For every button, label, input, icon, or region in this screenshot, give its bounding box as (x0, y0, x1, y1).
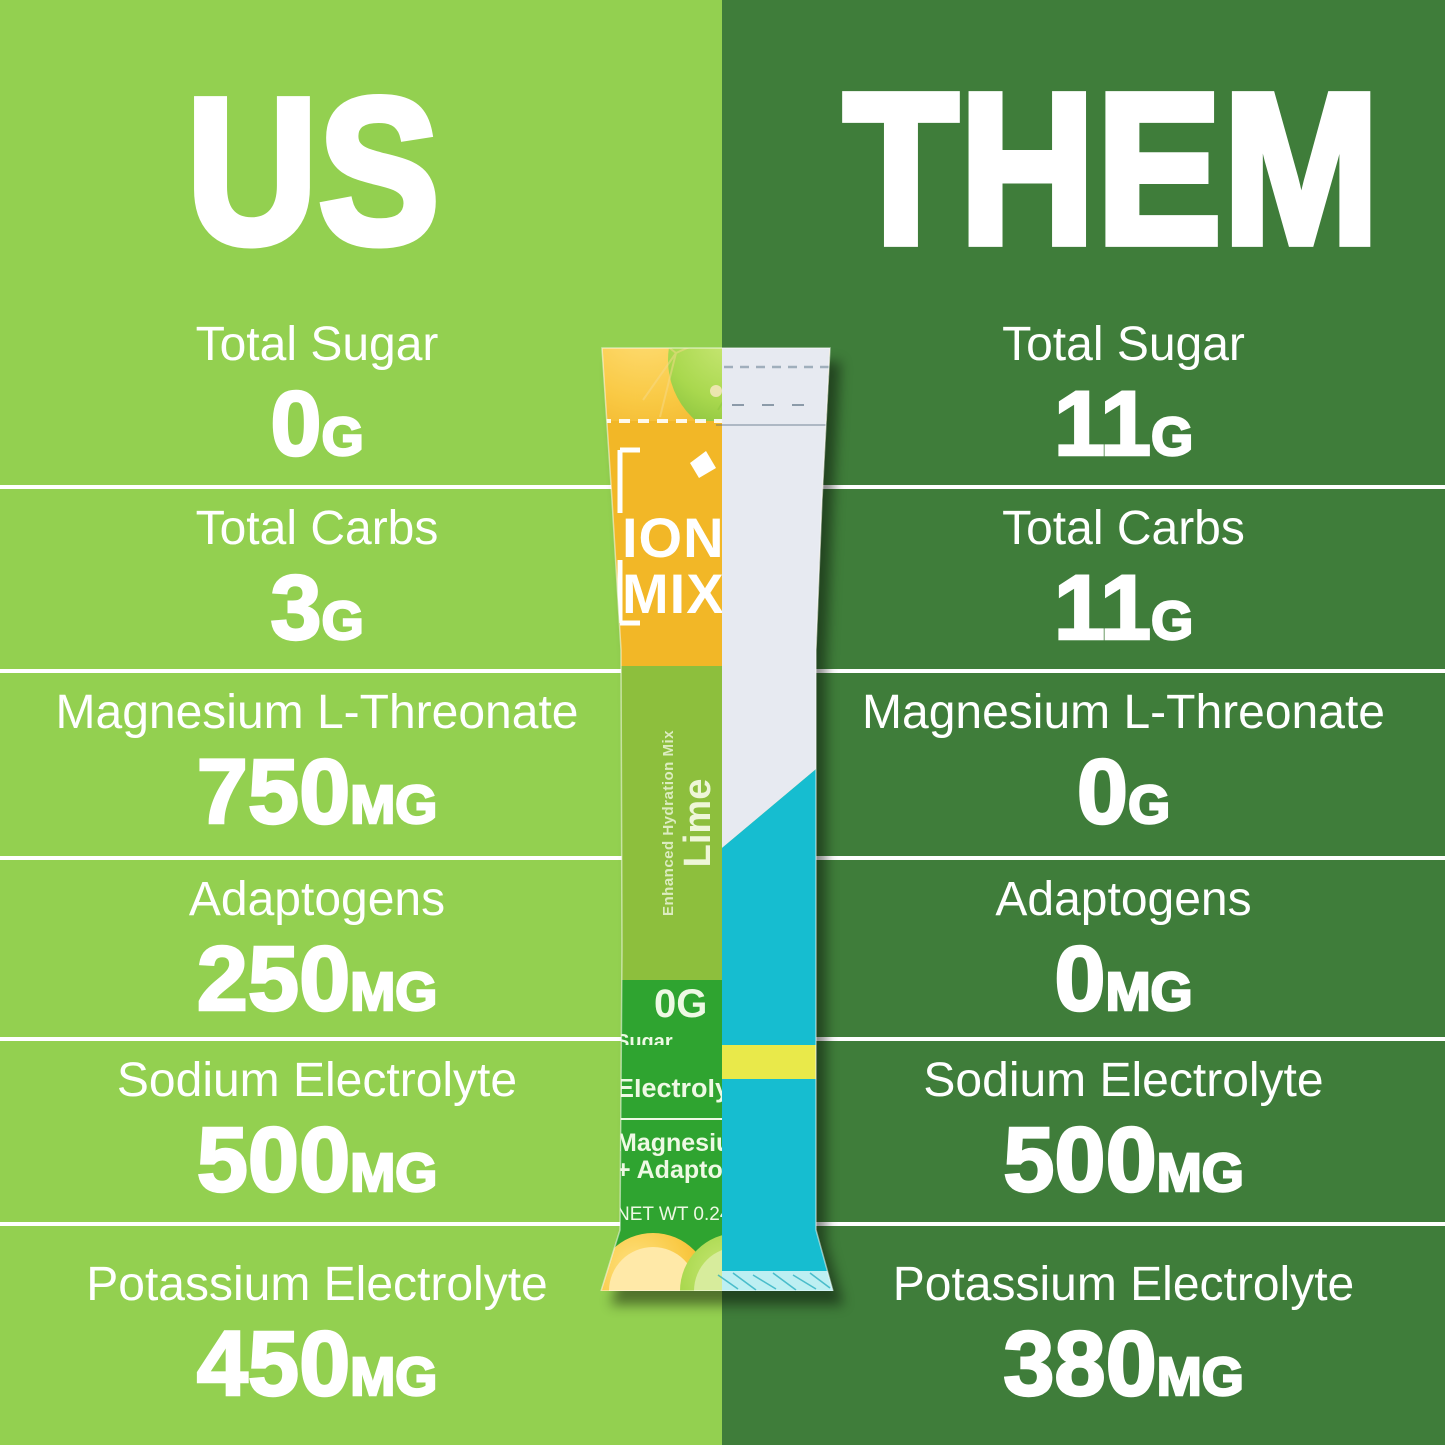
svg-text:ION: ION (622, 506, 725, 569)
svg-text:MIX: MIX (622, 562, 725, 625)
svg-text:Lime: Lime (677, 779, 719, 868)
svg-text:Enhanced Hydration Mix: Enhanced Hydration Mix (660, 730, 677, 916)
svg-text:0G: 0G (654, 982, 707, 1026)
